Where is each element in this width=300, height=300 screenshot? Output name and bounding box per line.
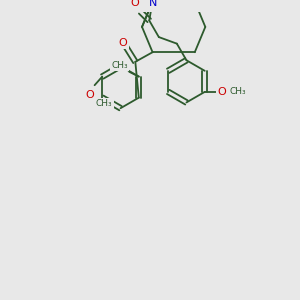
Text: CH₃: CH₃ — [96, 99, 112, 108]
Text: CH₃: CH₃ — [229, 87, 246, 96]
Text: N: N — [148, 0, 157, 8]
Text: O: O — [130, 0, 139, 8]
Text: O: O — [85, 90, 94, 100]
Text: O: O — [118, 38, 127, 48]
Text: CH₃: CH₃ — [111, 61, 128, 70]
Text: O: O — [218, 87, 226, 97]
